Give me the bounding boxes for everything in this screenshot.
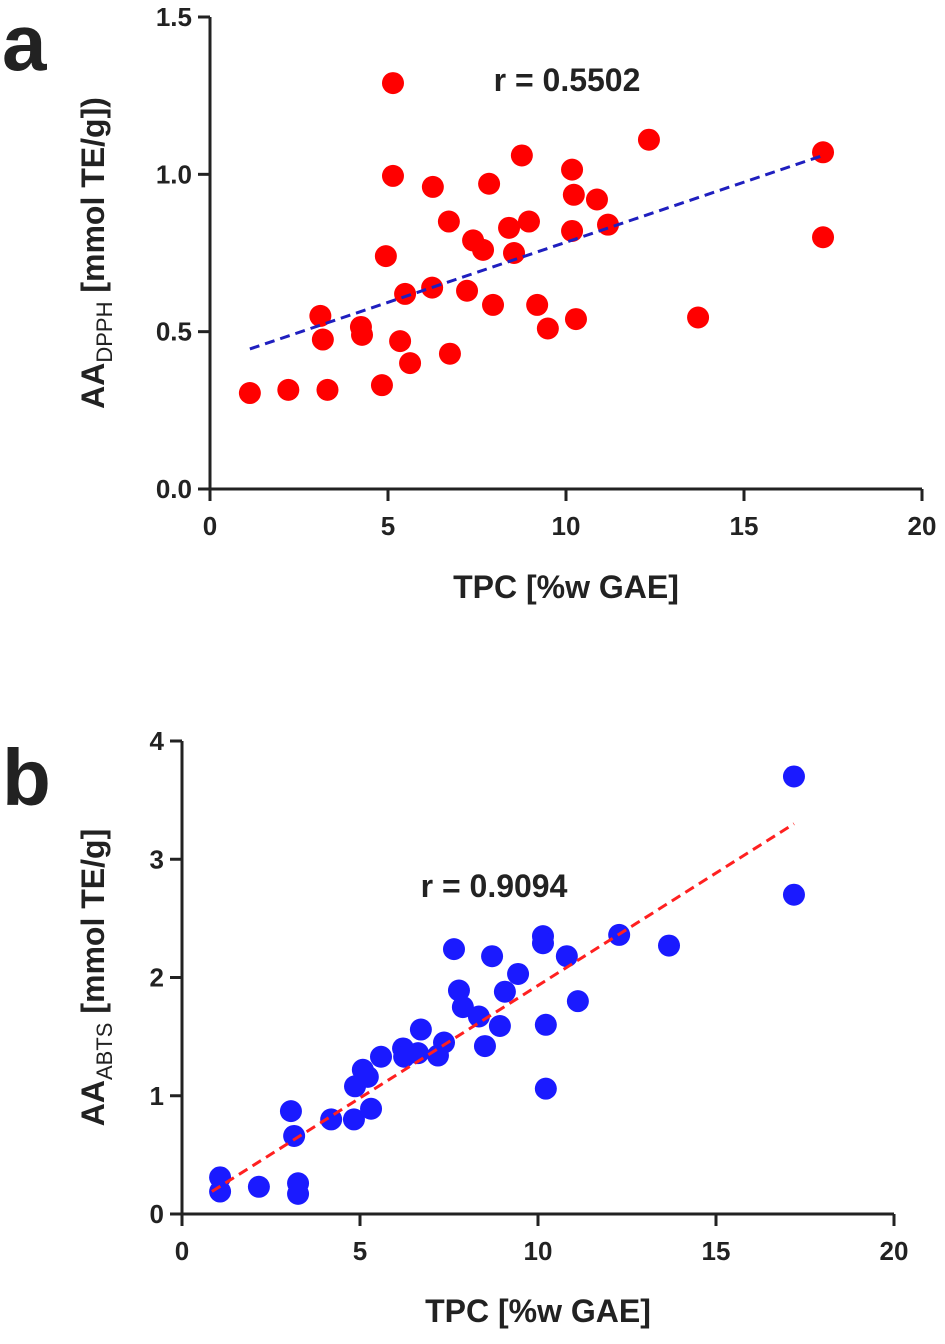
y-tick-label: 2 [150,963,164,993]
point [467,1005,490,1028]
point [510,144,533,167]
point [279,1100,302,1123]
point [447,979,470,1002]
x-tick-label: 10 [552,511,581,541]
point [526,293,549,316]
point [812,141,835,164]
point [342,1108,365,1131]
y-axis-title-rest: [mmol TE/g] [75,829,111,1023]
point [381,164,404,187]
point [564,308,587,331]
point [562,183,585,206]
x-axis-title: TPC [%w GAE] [453,569,679,605]
point [534,1013,557,1036]
point [481,945,504,968]
point [316,378,339,401]
point [637,128,660,151]
point [309,304,332,327]
y-axis-title: AADPPH [mmol TE/g]) [75,97,117,409]
point [311,328,334,351]
y-axis-title: AAABTS [mmol TE/g] [75,829,117,1126]
panel-label: b [2,733,51,822]
point [283,1124,306,1147]
point [561,219,584,242]
point [503,242,526,264]
point [381,72,404,95]
x-tick-label: 0 [175,1236,189,1266]
y-tick-label: 1 [150,1081,164,1111]
point [687,306,710,329]
point [782,883,805,906]
point [507,962,530,985]
y-tick-label: 1.0 [156,159,192,189]
y-axis-title-sub: DPPH [92,302,117,363]
point [351,323,374,346]
y-tick-label: 0.0 [156,474,192,504]
point [531,932,554,955]
y-tick-label: 1.5 [156,2,192,32]
point [370,1045,393,1068]
x-tick-label: 5 [381,511,395,541]
point [456,279,479,302]
y-axis-title-sub: ABTS [92,1023,117,1080]
trend-line [211,822,795,1193]
y-axis-title-rest: [mmol TE/g]) [75,97,111,301]
trend-line [249,154,824,351]
point [356,1065,379,1088]
x-tick-label: 20 [908,511,937,541]
point [782,765,805,788]
point [438,342,461,365]
point [451,996,474,1019]
point [209,1180,232,1203]
x-tick-label: 5 [353,1236,367,1266]
point [421,175,444,198]
y-tick-label: 0 [150,1199,164,1229]
point [473,1035,496,1058]
point [399,352,422,375]
point [442,938,465,961]
point [812,226,835,249]
point [482,293,505,316]
y-tick-label: 0.5 [156,317,192,347]
annotation: r = 0.9094 [421,868,568,904]
point [517,210,540,233]
point [238,382,261,405]
point [370,374,393,397]
point [478,172,501,195]
point [394,282,417,305]
annotation: r = 0.5502 [494,62,641,98]
point [433,1031,456,1054]
point [561,158,584,181]
point [277,378,300,401]
x-tick-label: 10 [524,1236,553,1266]
y-axis-title-main: AA [75,1080,111,1126]
point [498,216,521,239]
point [247,1175,270,1198]
x-axis-title: TPC [%w GAE] [425,1293,651,1329]
point [360,1097,383,1120]
panel-label: a [2,0,47,87]
point [555,945,578,968]
x-tick-label: 0 [203,511,217,541]
point [493,980,516,1003]
point [566,990,589,1013]
y-tick-label: 4 [150,726,165,756]
y-tick-label: 3 [150,844,164,874]
point [437,210,460,233]
point [409,1018,432,1041]
point [488,1014,511,1037]
point [389,330,412,353]
point [585,188,608,211]
point [472,238,495,261]
y-axis-title-main: AA [75,363,111,409]
point [374,245,397,268]
point [287,1182,310,1205]
point [536,317,559,340]
x-tick-label: 15 [702,1236,731,1266]
x-tick-label: 15 [730,511,759,541]
x-tick-label: 20 [880,1236,909,1266]
point [534,1077,557,1100]
point [658,934,681,957]
